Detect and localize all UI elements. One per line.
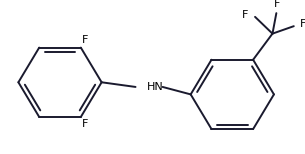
Text: F: F — [300, 19, 305, 29]
Text: F: F — [274, 0, 281, 9]
Text: HN: HN — [147, 82, 164, 92]
Text: F: F — [81, 119, 88, 129]
Text: F: F — [242, 10, 249, 20]
Text: F: F — [81, 35, 88, 45]
